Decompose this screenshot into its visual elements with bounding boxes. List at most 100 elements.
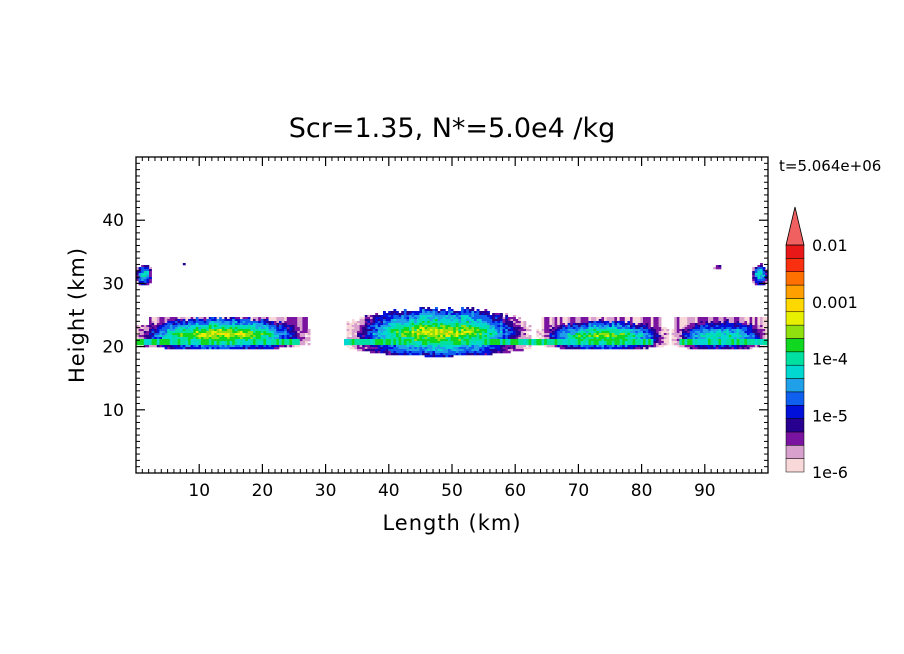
contour-cell xyxy=(713,321,717,324)
contour-cell xyxy=(442,343,446,346)
contour-cell xyxy=(273,325,277,328)
contour-cell xyxy=(440,311,444,314)
contour-cell xyxy=(396,349,399,352)
contour-cell xyxy=(611,317,615,320)
contour-cell xyxy=(702,337,706,340)
contour-cell xyxy=(375,347,379,350)
contour-cell xyxy=(650,337,654,340)
contour-cell xyxy=(263,341,267,344)
contour-cell xyxy=(367,319,371,322)
contour-cell xyxy=(411,343,415,346)
contour-cell xyxy=(370,319,373,322)
contour-cell xyxy=(393,315,397,318)
contour-cell xyxy=(762,343,766,346)
contour-cell xyxy=(760,279,763,282)
contour-cell xyxy=(663,331,667,334)
contour-cell xyxy=(552,321,555,324)
contour-cell xyxy=(180,317,184,320)
contour-cell xyxy=(731,335,735,338)
contour-cell xyxy=(702,331,706,334)
contour-cell xyxy=(143,339,147,342)
contour-cell xyxy=(624,343,628,346)
contour-cell xyxy=(289,331,293,334)
contour-cell xyxy=(141,335,145,338)
contour-cell xyxy=(455,329,459,332)
contour-cell xyxy=(762,327,766,330)
contour-cell xyxy=(494,343,498,346)
contour-cell xyxy=(718,333,722,336)
contour-cell xyxy=(736,345,740,348)
contour-cell xyxy=(154,343,158,346)
contour-cell xyxy=(175,333,178,336)
contour-cell xyxy=(700,333,704,336)
contour-cell xyxy=(182,347,186,350)
contour-cell xyxy=(494,317,498,320)
contour-cell xyxy=(419,311,423,314)
contour-cell xyxy=(502,341,506,344)
contour-cell xyxy=(591,335,594,338)
contour-cell xyxy=(281,321,285,324)
contour-cell xyxy=(396,351,399,354)
contour-cell xyxy=(237,333,241,336)
contour-cell xyxy=(260,331,264,334)
contour-cell xyxy=(674,335,678,338)
contour-cell xyxy=(760,283,763,286)
contour-cell xyxy=(489,325,493,328)
contour-cell xyxy=(575,325,579,328)
contour-cell xyxy=(591,321,594,324)
contour-cell xyxy=(630,329,633,332)
contour-cell xyxy=(206,337,210,340)
contour-cell xyxy=(440,323,444,326)
contour-cell xyxy=(747,333,750,336)
contour-cell xyxy=(674,323,678,326)
contour-cell xyxy=(357,329,360,332)
contour-cell xyxy=(484,331,488,334)
contour-cell xyxy=(414,315,418,318)
contour-cell xyxy=(565,331,568,334)
contour-cell xyxy=(169,341,173,344)
contour-cell xyxy=(357,335,360,338)
contour-cell xyxy=(567,347,571,350)
colorbar-swatch xyxy=(785,258,805,272)
contour-cell xyxy=(286,343,290,346)
contour-cell xyxy=(697,337,701,340)
contour-cell xyxy=(437,329,441,332)
contour-cell xyxy=(513,325,516,328)
contour-cell xyxy=(455,343,459,346)
contour-cell xyxy=(437,327,441,330)
contour-cell xyxy=(390,353,394,356)
contour-cell xyxy=(219,319,223,322)
contour-cell xyxy=(250,339,254,342)
contour-cell xyxy=(487,341,490,344)
contour-cell xyxy=(364,317,368,320)
contour-cell xyxy=(721,317,724,320)
contour-cell xyxy=(198,323,202,326)
contour-cell xyxy=(289,345,293,348)
contour-cell xyxy=(237,339,241,342)
contour-cell xyxy=(203,331,207,334)
contour-cell xyxy=(401,323,405,326)
contour-cell xyxy=(588,321,592,324)
contour-cell xyxy=(201,345,204,348)
contour-cell xyxy=(164,333,168,336)
contour-cell xyxy=(390,341,394,344)
contour-cell xyxy=(487,349,490,352)
contour-cell xyxy=(752,337,756,340)
contour-cell xyxy=(710,347,714,350)
contour-cell xyxy=(606,325,610,328)
contour-cell xyxy=(513,323,516,326)
contour-cell xyxy=(406,321,410,324)
contour-cell xyxy=(263,343,267,346)
contour-cell xyxy=(406,351,410,354)
contour-cell xyxy=(302,343,306,346)
contour-cell xyxy=(676,337,680,340)
contour-cell xyxy=(474,321,477,324)
contour-cell xyxy=(627,343,631,346)
contour-cell xyxy=(245,323,249,326)
contour-cell xyxy=(741,335,745,338)
contour-cell xyxy=(143,341,147,344)
contour-cell xyxy=(245,319,249,322)
contour-cell xyxy=(546,335,550,338)
contour-cell xyxy=(232,337,236,340)
contour-cell xyxy=(242,331,246,334)
